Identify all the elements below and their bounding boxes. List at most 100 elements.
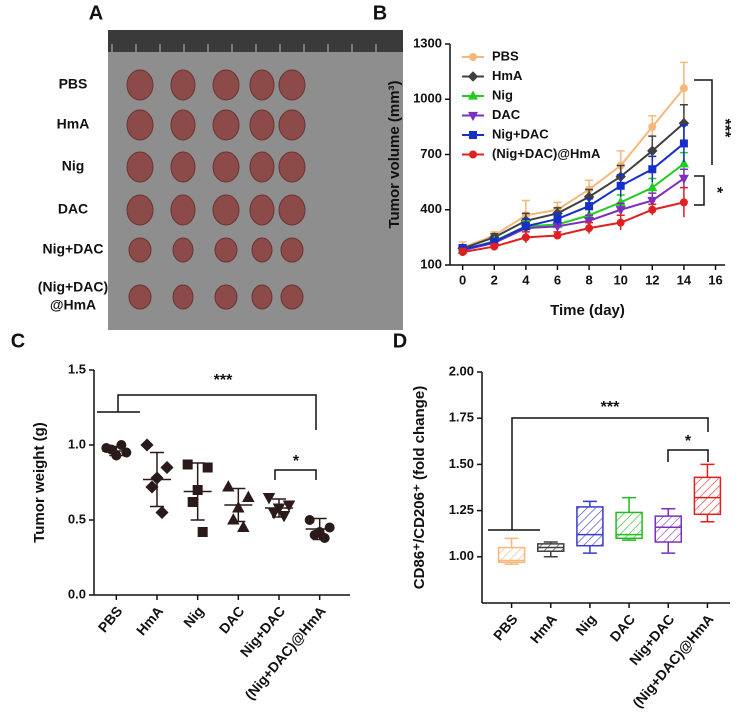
marker [647, 145, 658, 157]
whisker [543, 551, 558, 558]
tumor [128, 284, 152, 310]
significance-label: * [708, 187, 725, 194]
tumor [212, 194, 240, 226]
sd-bar [150, 451, 164, 508]
x-tick-label: 10 [613, 272, 627, 287]
tumor [251, 237, 273, 263]
significance-label: * [293, 453, 300, 470]
row-label: Nig+DAC [42, 241, 103, 257]
marker [140, 438, 154, 452]
tumor [128, 237, 152, 263]
x-tick-label: 8 [585, 272, 592, 287]
marker [648, 122, 657, 131]
tumor [278, 69, 306, 101]
marker [237, 520, 250, 533]
whisker [661, 508, 676, 517]
tumor [280, 284, 304, 310]
significance-bracket [274, 469, 317, 480]
legend-label: PBS [492, 48, 519, 63]
marker [616, 218, 625, 227]
x-tick-label: HmA [133, 603, 166, 638]
legend-marker [467, 111, 479, 122]
whisker [661, 542, 676, 554]
x-tick-label: 2 [491, 272, 498, 287]
significance-label: *** [716, 119, 733, 138]
tumor [172, 284, 194, 310]
sd-bar [272, 498, 286, 518]
whisker [504, 537, 519, 548]
box [693, 476, 722, 516]
tumor [126, 69, 154, 101]
tumor [249, 69, 275, 101]
x-tick-label: PBS [95, 603, 126, 635]
y-tick-label: 400 [420, 201, 442, 216]
tumor [212, 151, 240, 183]
marker [304, 515, 315, 525]
marker [145, 480, 159, 494]
marker [678, 158, 689, 168]
marker [187, 497, 198, 507]
marker [679, 198, 688, 207]
tumor [251, 284, 273, 310]
y-tick-label: 700 [420, 146, 442, 161]
y-tick-label: 1.00 [449, 548, 474, 563]
marker [458, 248, 467, 257]
box [576, 506, 604, 547]
panel-label: C [11, 330, 25, 352]
legend-label: Nig+DAC [492, 126, 549, 141]
tumor [214, 237, 238, 263]
sd-bar [109, 445, 124, 457]
marker [309, 530, 320, 540]
significance-label: * [685, 433, 692, 450]
panel-label: D [393, 330, 407, 352]
row-label: PBS [59, 76, 88, 92]
legend-marker [467, 71, 479, 82]
y-tick-label: 2.00 [449, 363, 474, 378]
whisker [622, 496, 637, 513]
y-tick-label: 1.75 [449, 410, 474, 425]
marker [490, 242, 499, 251]
x-tick-label: 12 [645, 272, 659, 287]
tumor [170, 151, 196, 183]
ruler [108, 30, 403, 52]
whisker [700, 463, 715, 478]
y-tick-label: 1.50 [449, 456, 474, 471]
marker [197, 527, 208, 537]
x-tick-label: 0 [459, 272, 466, 287]
significance-bracket [488, 417, 709, 531]
marker [648, 165, 657, 174]
y-tick-label: 100 [420, 256, 442, 271]
row-label: (Nig+DAC) [38, 279, 108, 295]
legend-label: HmA [492, 68, 523, 83]
tumor [170, 69, 196, 101]
marker [584, 217, 595, 227]
significance-bracket [97, 394, 317, 430]
legend-marker [467, 90, 479, 100]
panel-label: B [373, 2, 387, 24]
marker [182, 459, 193, 470]
significance-bracket [667, 449, 709, 462]
tumor [126, 151, 154, 183]
marker [319, 533, 330, 543]
significance-bracket [694, 79, 713, 165]
marker [222, 480, 235, 492]
marker [242, 490, 255, 503]
sd-bar [190, 462, 205, 521]
series-line [462, 122, 685, 250]
tumor [280, 237, 304, 263]
sd-bar [231, 487, 246, 523]
marker [647, 182, 658, 192]
marker [647, 196, 658, 207]
x-tick-label: 4 [522, 272, 530, 287]
marker [679, 139, 688, 148]
marker [116, 440, 127, 450]
whisker [582, 545, 597, 554]
tumor [249, 151, 275, 183]
whisker [582, 500, 597, 507]
legend-label: Nig [492, 87, 513, 102]
tumor [212, 109, 240, 141]
marker [678, 174, 689, 185]
x-tick-label: Nig [572, 611, 599, 639]
marker [282, 500, 296, 512]
